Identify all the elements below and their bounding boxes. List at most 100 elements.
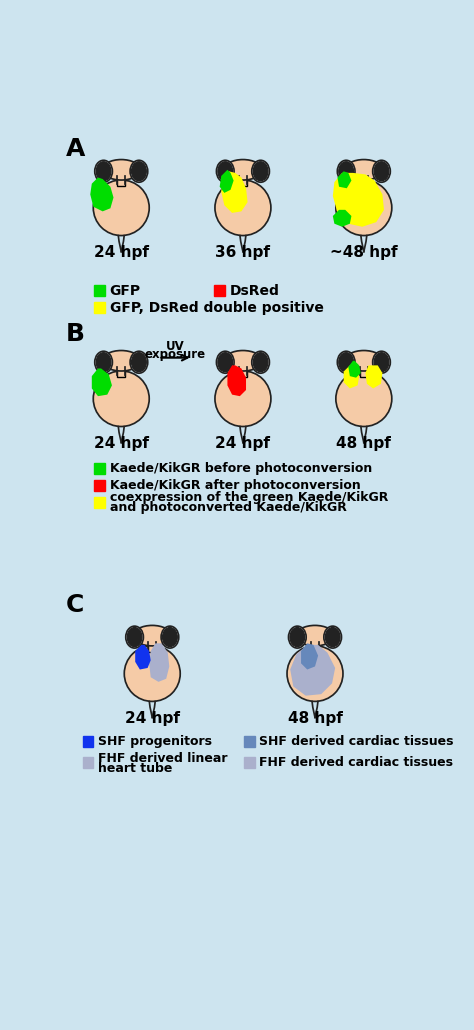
- Polygon shape: [149, 644, 169, 682]
- Circle shape: [124, 646, 180, 701]
- Text: UV: UV: [166, 340, 185, 353]
- Circle shape: [336, 371, 392, 426]
- FancyBboxPatch shape: [239, 366, 247, 377]
- Ellipse shape: [289, 626, 306, 648]
- Text: 48 hpf: 48 hpf: [288, 711, 342, 726]
- Text: GFP, DsRed double positive: GFP, DsRed double positive: [109, 301, 323, 314]
- Text: Kaede/KikGR before photoconversion: Kaede/KikGR before photoconversion: [109, 462, 372, 475]
- Text: FHF derived linear: FHF derived linear: [98, 752, 228, 765]
- Ellipse shape: [130, 161, 148, 182]
- Circle shape: [287, 646, 343, 701]
- Polygon shape: [333, 173, 384, 227]
- FancyBboxPatch shape: [94, 480, 105, 491]
- Text: 24 hpf: 24 hpf: [94, 245, 149, 261]
- Text: GFP: GFP: [109, 283, 141, 298]
- Polygon shape: [90, 177, 113, 211]
- Polygon shape: [228, 366, 246, 397]
- Polygon shape: [92, 369, 112, 397]
- Circle shape: [215, 371, 271, 426]
- Text: Kaede/KikGR after photoconversion: Kaede/KikGR after photoconversion: [109, 479, 360, 492]
- FancyBboxPatch shape: [94, 464, 105, 474]
- Ellipse shape: [296, 625, 334, 646]
- Polygon shape: [301, 644, 318, 670]
- Circle shape: [336, 180, 392, 236]
- Polygon shape: [219, 170, 234, 193]
- Ellipse shape: [345, 350, 383, 371]
- Ellipse shape: [95, 351, 112, 373]
- FancyBboxPatch shape: [94, 497, 105, 508]
- Text: 36 hpf: 36 hpf: [215, 245, 271, 261]
- Ellipse shape: [132, 162, 146, 181]
- Text: 24 hpf: 24 hpf: [94, 436, 149, 451]
- Text: ~48 hpf: ~48 hpf: [330, 245, 398, 261]
- Circle shape: [93, 371, 149, 426]
- Polygon shape: [333, 210, 351, 227]
- Ellipse shape: [126, 626, 144, 648]
- Text: and photoconverted Kaede/KikGR: and photoconverted Kaede/KikGR: [109, 501, 346, 514]
- FancyBboxPatch shape: [117, 366, 125, 377]
- Ellipse shape: [345, 160, 383, 180]
- Polygon shape: [337, 171, 351, 188]
- Ellipse shape: [337, 351, 355, 373]
- Ellipse shape: [133, 625, 172, 646]
- Polygon shape: [135, 645, 151, 670]
- FancyBboxPatch shape: [117, 174, 125, 185]
- Polygon shape: [344, 366, 359, 388]
- Text: SHF derived cardiac tissues: SHF derived cardiac tissues: [259, 734, 454, 748]
- FancyBboxPatch shape: [360, 366, 368, 377]
- Ellipse shape: [337, 161, 355, 182]
- Ellipse shape: [374, 352, 389, 372]
- Ellipse shape: [161, 626, 179, 648]
- Ellipse shape: [217, 161, 234, 182]
- FancyBboxPatch shape: [360, 174, 368, 185]
- FancyBboxPatch shape: [239, 174, 247, 185]
- Ellipse shape: [253, 162, 268, 181]
- Ellipse shape: [253, 352, 268, 372]
- Ellipse shape: [163, 627, 177, 647]
- Text: heart tube: heart tube: [98, 761, 173, 775]
- FancyBboxPatch shape: [311, 641, 319, 652]
- Text: coexpression of the green Kaede/KikGR: coexpression of the green Kaede/KikGR: [109, 491, 388, 505]
- Text: FHF derived cardiac tissues: FHF derived cardiac tissues: [259, 756, 453, 769]
- Ellipse shape: [132, 352, 146, 372]
- Text: SHF progenitors: SHF progenitors: [98, 734, 212, 748]
- Text: 48 hpf: 48 hpf: [337, 436, 391, 451]
- FancyBboxPatch shape: [244, 757, 255, 768]
- Ellipse shape: [218, 162, 233, 181]
- Ellipse shape: [373, 161, 390, 182]
- Ellipse shape: [252, 161, 269, 182]
- Ellipse shape: [252, 351, 269, 373]
- Ellipse shape: [324, 626, 341, 648]
- FancyBboxPatch shape: [94, 285, 105, 296]
- Text: 24 hpf: 24 hpf: [215, 436, 271, 451]
- Ellipse shape: [374, 162, 389, 181]
- Polygon shape: [348, 360, 361, 378]
- Ellipse shape: [127, 627, 142, 647]
- Ellipse shape: [373, 351, 390, 373]
- Text: 24 hpf: 24 hpf: [125, 711, 180, 726]
- Ellipse shape: [130, 351, 148, 373]
- Text: A: A: [65, 137, 85, 162]
- Ellipse shape: [224, 160, 262, 180]
- Ellipse shape: [339, 352, 354, 372]
- Ellipse shape: [224, 350, 262, 371]
- Ellipse shape: [290, 627, 305, 647]
- FancyBboxPatch shape: [82, 757, 93, 768]
- FancyBboxPatch shape: [94, 302, 105, 313]
- Ellipse shape: [339, 162, 354, 181]
- Ellipse shape: [217, 351, 234, 373]
- FancyBboxPatch shape: [82, 735, 93, 747]
- Polygon shape: [365, 366, 383, 388]
- Ellipse shape: [96, 352, 111, 372]
- Text: DsRed: DsRed: [230, 283, 280, 298]
- FancyBboxPatch shape: [214, 285, 225, 296]
- FancyBboxPatch shape: [148, 641, 156, 652]
- Polygon shape: [221, 171, 247, 213]
- Polygon shape: [290, 645, 335, 695]
- Ellipse shape: [325, 627, 340, 647]
- Ellipse shape: [96, 162, 111, 181]
- Text: exposure: exposure: [145, 348, 206, 360]
- Ellipse shape: [102, 350, 140, 371]
- Circle shape: [93, 180, 149, 236]
- FancyBboxPatch shape: [244, 735, 255, 747]
